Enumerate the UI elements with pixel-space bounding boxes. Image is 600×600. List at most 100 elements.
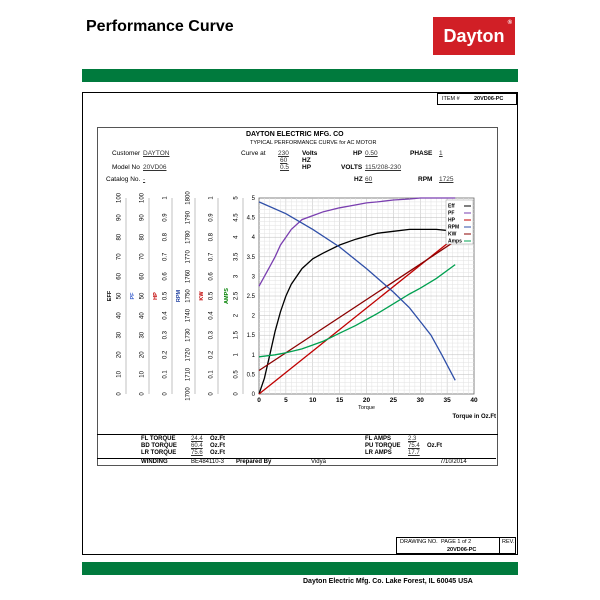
tick-label-pf: 80: [140, 233, 146, 240]
item-box: ITEM # 20VD06-PC: [437, 93, 517, 105]
tick-label-kw: 0.1: [209, 370, 215, 379]
tick-label-amps: 5: [234, 196, 240, 200]
customer-value: DAYTON: [143, 150, 170, 157]
x-tick-label: 40: [470, 397, 478, 404]
tick-label-rpm: 1800: [186, 191, 192, 205]
tick-label-pf: 20: [140, 351, 146, 358]
rpm-value: 1725: [439, 176, 454, 183]
tick-label-hp: 1: [163, 196, 169, 200]
pu-torque-label: PU TORQUE: [365, 443, 401, 449]
lr-torque-unit: Oz.Ft: [210, 450, 225, 456]
tick-label-eff: 80: [117, 233, 123, 240]
axis-label-rpm: RPM: [176, 289, 182, 302]
pu-torque-value: 75.4: [408, 443, 420, 449]
amps-tick-label: 4: [252, 235, 256, 241]
legend-label-eff: Eff: [448, 204, 455, 210]
legend-label-rpm: RPM: [448, 225, 459, 231]
tick-label-eff: 20: [117, 351, 123, 358]
tick-label-hp: 0.5: [163, 291, 169, 300]
volts-label: Volts: [302, 150, 318, 157]
sheet-subtitle: TYPICAL PERFORMANCE CURVE for AC MOTOR: [250, 140, 377, 146]
winding-value: BE484110-3: [191, 459, 224, 465]
series-line-amps: [258, 264, 456, 358]
tick-label-amps: 2: [234, 313, 240, 317]
hz-value: 60: [280, 157, 288, 164]
axis-label-pf: PF: [130, 292, 136, 300]
legend-box: [445, 199, 474, 245]
tick-label-hp: 0.8: [163, 232, 169, 241]
tick-label-eff: 30: [117, 331, 123, 338]
hp-value: 0.50: [365, 150, 378, 157]
tick-label-kw: 0.9: [209, 213, 215, 222]
tick-label-eff: 70: [117, 253, 123, 260]
tick-label-rpm: 1770: [186, 249, 192, 263]
tick-label-rpm: 1700: [186, 387, 192, 401]
drawing-value: 20VD06-PC: [447, 547, 477, 553]
amps-tick-label: 1.5: [247, 333, 256, 339]
tick-label-hp: 0.9: [163, 213, 169, 222]
tick-label-pf: 70: [140, 253, 146, 260]
lr-torque-label: LR TORQUE: [141, 450, 177, 456]
lr-amps-label: LR AMPS: [365, 450, 392, 456]
tick-label-rpm: 1730: [186, 328, 192, 342]
curve-label: Curve at: [241, 150, 266, 157]
legend-label-amps: Amps: [448, 239, 462, 245]
tick-label-amps: 3.5: [234, 252, 240, 261]
tick-label-kw: 0.8: [209, 232, 215, 241]
amps-tick-label: 4.5: [247, 216, 256, 222]
model-value: 20VD06: [143, 164, 167, 171]
x-axis-label: Torque: [358, 405, 375, 411]
tick-label-eff: 100: [117, 192, 123, 203]
tick-label-hp: 0.6: [163, 272, 169, 281]
performance-sheet: [97, 127, 498, 466]
bottom-green-bar: [82, 562, 518, 575]
page-title: Performance Curve: [86, 18, 234, 35]
x-tick-label: 0: [257, 397, 261, 404]
lr-amps-value: 17.7: [408, 450, 420, 456]
left-axes: 0102030405060708090100EFF010203040506070…: [107, 191, 244, 401]
dayton-logo: Dayton ®: [433, 17, 515, 55]
tick-label-amps: 0: [234, 392, 240, 396]
chart-grid: [258, 197, 475, 395]
hp-num: 0.5: [280, 164, 290, 171]
winding-label: WINDING: [141, 459, 168, 465]
top-green-bar: [82, 69, 518, 82]
volts2-value: 115/208-230: [365, 164, 402, 171]
tick-label-hp: 0.3: [163, 330, 169, 339]
tick-label-kw: 0: [209, 392, 215, 396]
tick-label-pf: 90: [140, 214, 146, 221]
page-text: PAGE 1 of 2: [441, 539, 472, 545]
tick-label-pf: 40: [140, 312, 146, 319]
prepared-value: Vidya: [311, 459, 326, 465]
tick-label-hp: 0.2: [163, 350, 169, 359]
tick-label-kw: 0.6: [209, 272, 215, 281]
phase-label: PHASE: [410, 150, 433, 157]
x-tick-label: 35: [444, 397, 452, 404]
bd-torque-value: 60.4: [191, 443, 203, 449]
amps-tick-label: 1: [252, 353, 256, 359]
fl-amps-value: 2.3: [408, 436, 417, 442]
volts2-label: VOLTS: [341, 164, 363, 171]
series-line-eff: [258, 228, 456, 395]
catalog-label: Catalog No.: [106, 176, 141, 183]
tick-label-kw: 0.7: [209, 252, 215, 261]
date-value: 7/10/2014: [440, 459, 467, 465]
amps-tick-label: 3: [252, 274, 256, 280]
rev-label: REV.: [502, 539, 515, 545]
tick-label-amps: 1.5: [234, 330, 240, 339]
model-label: Model No: [112, 164, 140, 171]
tick-label-kw: 0.4: [209, 311, 215, 320]
tick-label-hp: 0.1: [163, 370, 169, 379]
tick-label-rpm: 1790: [186, 210, 192, 224]
hz-label: HZ: [302, 157, 311, 164]
x-tick-label: 25: [390, 397, 398, 404]
bd-torque-unit: Oz.Ft: [210, 443, 225, 449]
x-tick-label: 20: [363, 397, 371, 404]
x-tick-label: 5: [284, 397, 288, 404]
hz2-value: 60: [365, 176, 373, 183]
tick-label-pf: 0: [140, 392, 146, 396]
x-tick-label: 10: [309, 397, 317, 404]
tick-label-eff: 90: [117, 214, 123, 221]
tick-label-eff: 40: [117, 312, 123, 319]
